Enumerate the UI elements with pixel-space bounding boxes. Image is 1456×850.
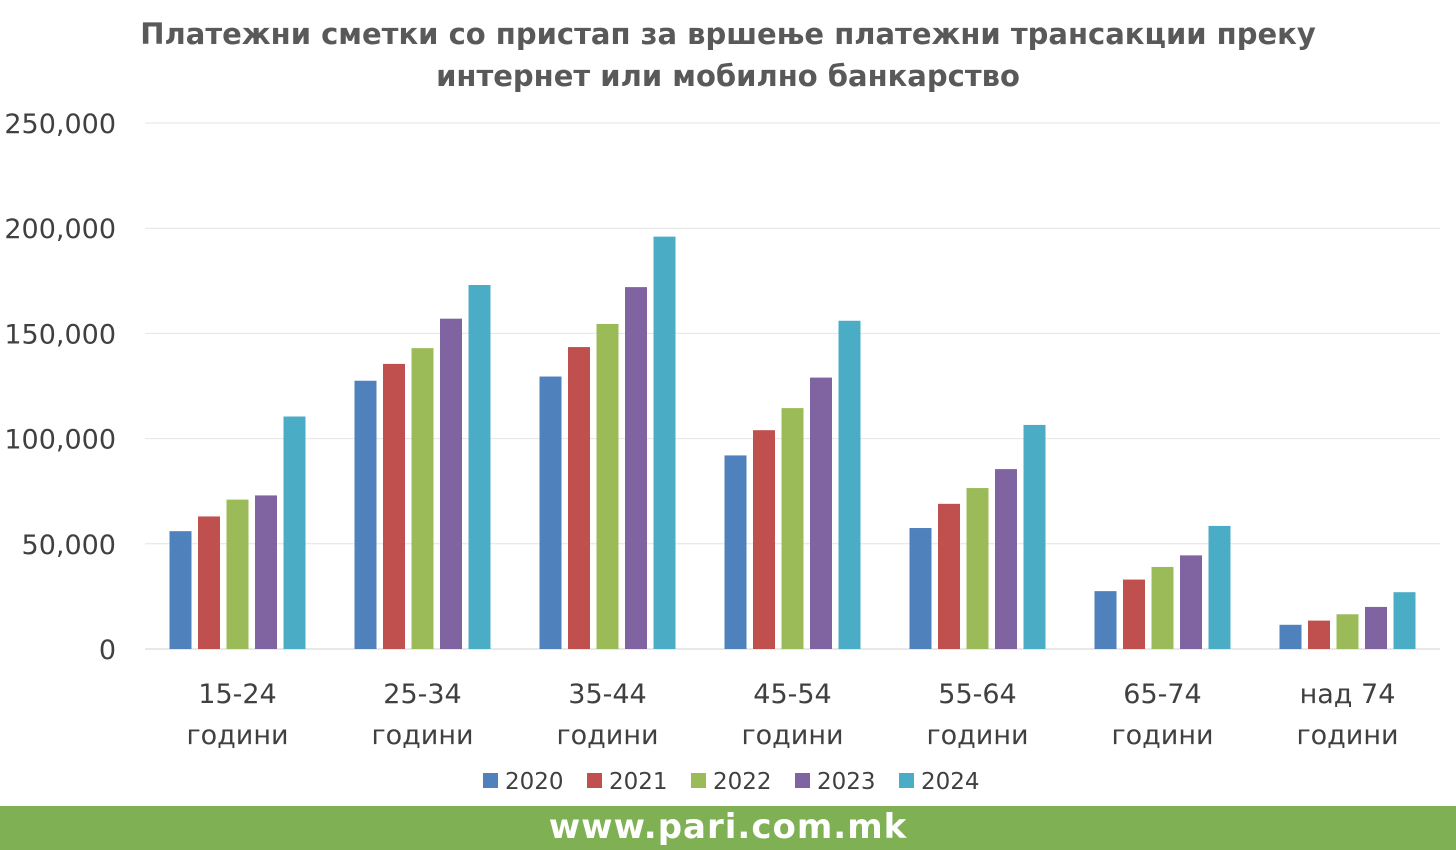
bars (169, 236, 1416, 649)
bar-2022-3 (781, 408, 804, 649)
bar-2020-3 (724, 455, 747, 649)
bar-2021-2 (568, 347, 590, 649)
x-tick-label: години (556, 720, 658, 751)
x-tick-label: години (186, 720, 288, 751)
bar-2024-2 (653, 236, 676, 649)
bar-2023-3 (810, 377, 832, 649)
bar-2022-6 (1336, 614, 1359, 649)
bar-2024-6 (1393, 592, 1416, 649)
y-axis: 0 50,000 100,000 150,000 200,000 250,000 (4, 109, 116, 666)
bar-2023-6 (1365, 606, 1387, 649)
bar-2021-4 (938, 503, 960, 649)
x-tick-label: години (371, 720, 473, 751)
bar-2024-1 (468, 285, 491, 649)
bar-2021-5 (1123, 579, 1145, 649)
x-tick-label: над 74 (1300, 679, 1396, 710)
bar-2021-6 (1308, 620, 1330, 649)
x-tick-label: години (926, 720, 1028, 751)
y-tick-label: 50,000 (22, 530, 116, 561)
x-tick-label: 65-74 (1123, 679, 1201, 710)
bar-2020-0 (169, 531, 192, 649)
legend-swatch-2023 (795, 773, 810, 788)
bar-2023-4 (995, 469, 1017, 649)
bar-2024-3 (838, 320, 861, 649)
bar-2021-3 (753, 430, 775, 649)
bar-2024-5 (1208, 525, 1231, 649)
bar-2022-0 (226, 499, 249, 649)
bar-2024-4 (1023, 424, 1046, 649)
x-tick-label: 35-44 (568, 679, 646, 710)
legend-label-2024: 2024 (921, 769, 980, 795)
bar-2021-1 (383, 363, 405, 649)
x-tick-label: 45-54 (753, 679, 831, 710)
x-tick-label: 55-64 (938, 679, 1016, 710)
bar-2023-2 (625, 287, 647, 649)
bar-2022-5 (1151, 566, 1174, 649)
y-tick-label: 0 (99, 635, 116, 666)
y-tick-label: 250,000 (4, 109, 116, 140)
legend-label-2022: 2022 (713, 769, 772, 795)
bar-2020-1 (354, 380, 377, 649)
bar-2023-0 (255, 495, 277, 649)
chart-title-line-1: Платежни сметки со пристап за вршење пла… (140, 17, 1316, 51)
legend-label-2020: 2020 (505, 769, 564, 795)
footer-banner: www.pari.com.mk (0, 806, 1456, 850)
bar-2022-4 (966, 488, 989, 649)
legend-swatch-2024 (899, 773, 914, 788)
bar-2024-0 (283, 416, 306, 649)
y-tick-label: 200,000 (4, 214, 116, 245)
x-tick-label: години (1296, 720, 1398, 751)
bar-2023-1 (440, 318, 462, 649)
chart-title-line-2: интернет или мобилно банкарство (436, 59, 1020, 93)
bar-2022-2 (596, 323, 619, 649)
bar-2020-2 (539, 376, 562, 649)
x-tick-label: 25-34 (383, 679, 461, 710)
bar-2020-5 (1094, 591, 1117, 649)
legend-swatch-2022 (691, 773, 706, 788)
x-tick-label: 15-24 (198, 679, 276, 710)
bar-2020-6 (1279, 624, 1302, 649)
footer-url[interactable]: www.pari.com.mk (548, 807, 908, 847)
bar-chart: Платежни сметки со пристап за вршење пла… (4, 17, 1440, 795)
x-tick-label: години (1111, 720, 1213, 751)
bar-2021-0 (198, 516, 220, 649)
legend-swatch-2020 (483, 773, 498, 788)
y-tick-label: 100,000 (4, 425, 116, 456)
legend-label-2021: 2021 (609, 769, 668, 795)
legend-swatch-2021 (587, 773, 602, 788)
legend: 2020 2021 2022 2023 2024 (483, 769, 980, 795)
bar-2022-1 (411, 348, 434, 649)
y-tick-label: 150,000 (4, 319, 116, 350)
bar-2020-4 (909, 528, 932, 649)
bar-2023-5 (1180, 555, 1202, 649)
x-axis: 15-24 години 25-34 години 35-44 години 45-54 го… (186, 679, 1398, 751)
x-tick-label: години (741, 720, 843, 751)
chart-title: Платежни сметки со пристап за вршење пла… (140, 17, 1316, 93)
legend-label-2023: 2023 (817, 769, 876, 795)
